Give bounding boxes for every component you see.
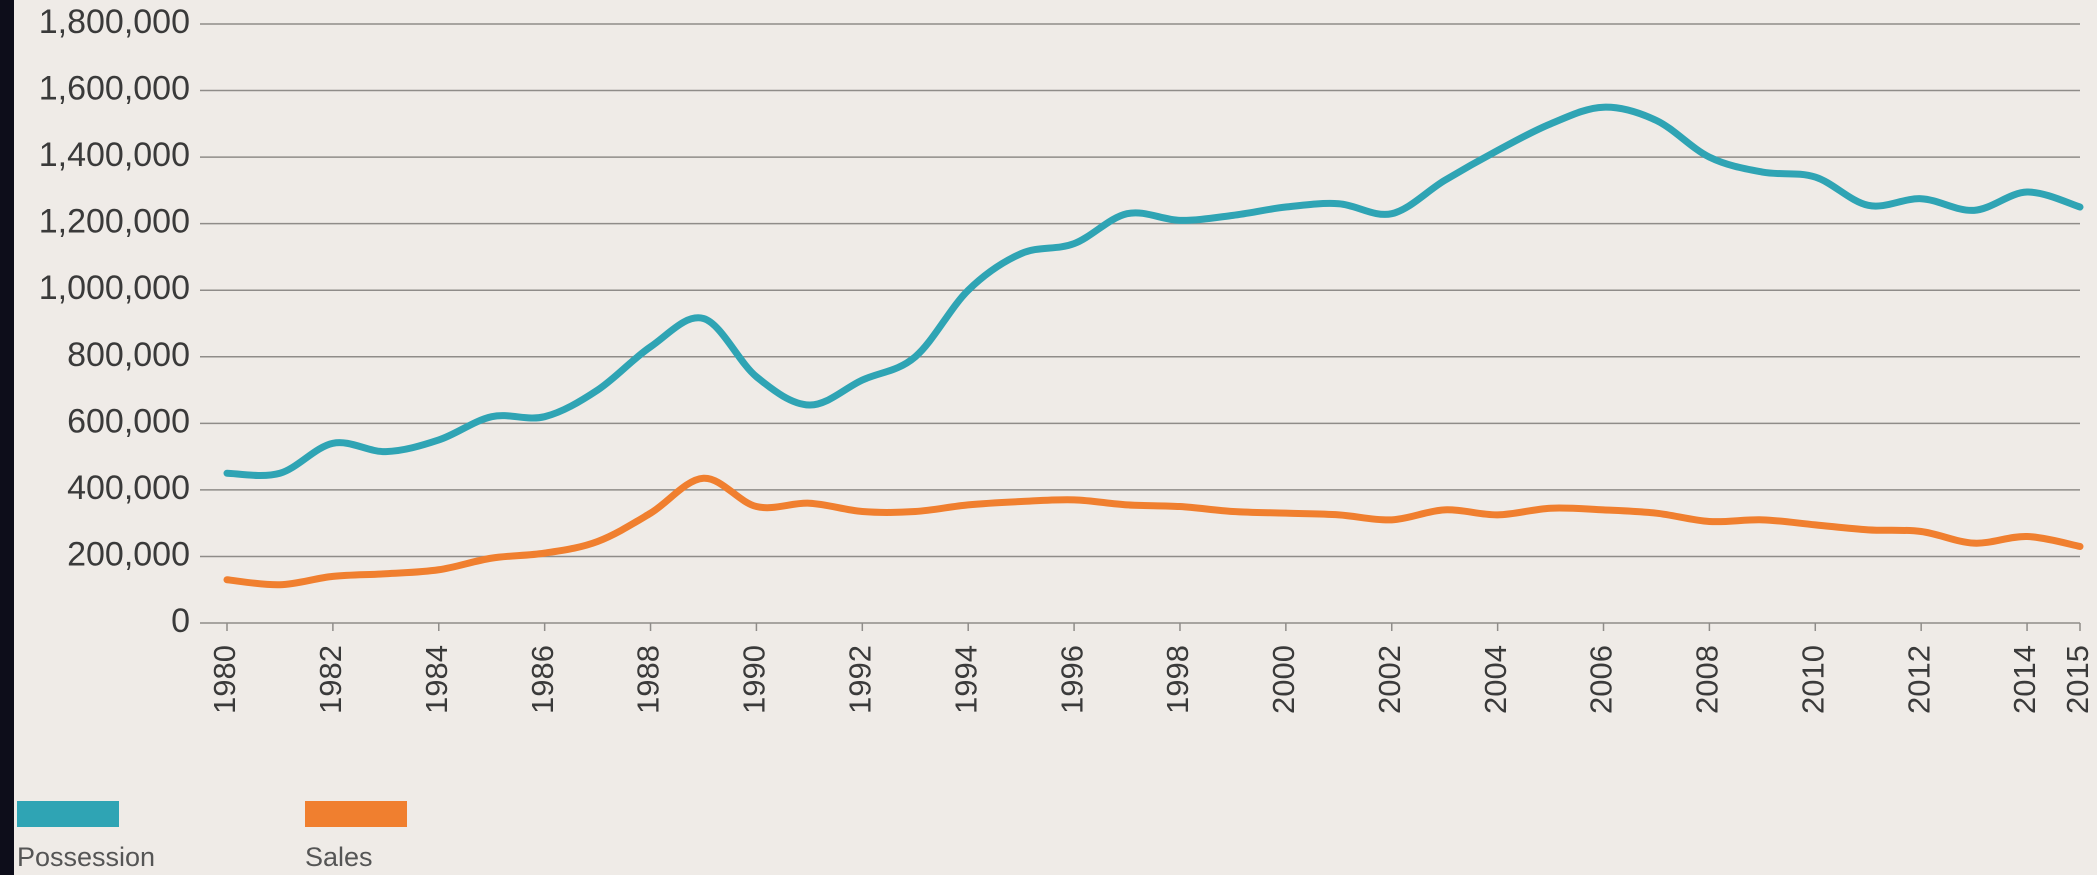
x-tick-label: 1988 — [631, 645, 666, 714]
x-tick-label: 1986 — [525, 645, 560, 714]
y-tick-label: 400,000 — [67, 469, 190, 507]
x-tick-label: 1990 — [737, 645, 772, 714]
x-tick-label: 2014 — [2007, 645, 2042, 714]
y-tick-label: 600,000 — [67, 402, 190, 440]
legend-swatch — [305, 801, 407, 827]
x-tick-label: 2006 — [1584, 645, 1619, 714]
x-tick-label: 1998 — [1160, 645, 1195, 714]
x-tick-label: 1996 — [1054, 645, 1089, 714]
x-tick-label: 2002 — [1372, 645, 1407, 714]
panel — [14, 0, 2097, 875]
y-tick-label: 200,000 — [67, 535, 190, 573]
y-tick-label: 1,200,000 — [39, 203, 190, 241]
x-tick-label: 2012 — [1901, 645, 1936, 714]
y-tick-label: 1,600,000 — [39, 70, 190, 108]
x-tick-label: 1982 — [313, 645, 348, 714]
x-tick-label: 2004 — [1478, 645, 1513, 714]
y-tick-label: 1,400,000 — [39, 136, 190, 174]
x-tick-label: 2010 — [1795, 645, 1830, 714]
x-tick-label: 1980 — [207, 645, 242, 714]
series-line — [223, 103, 2084, 479]
y-tick-label: 1,000,000 — [39, 269, 190, 307]
y-tick-label: 800,000 — [67, 336, 190, 374]
y-tick-label: 1,800,000 — [39, 3, 190, 41]
x-tick-label: 2008 — [1690, 645, 1725, 714]
x-tick-label: 2000 — [1266, 645, 1301, 714]
legend-label: Sales — [305, 842, 373, 872]
x-tick-label: 1994 — [948, 645, 983, 714]
legend-swatch — [17, 801, 119, 827]
legend-label: Possession — [17, 842, 155, 872]
x-tick-label: 1984 — [419, 645, 454, 714]
y-tick-label: 0 — [171, 602, 190, 640]
series-line — [223, 474, 2084, 589]
x-tick-label: 1992 — [843, 645, 878, 714]
x-tick-label: 2015 — [2060, 645, 2095, 714]
